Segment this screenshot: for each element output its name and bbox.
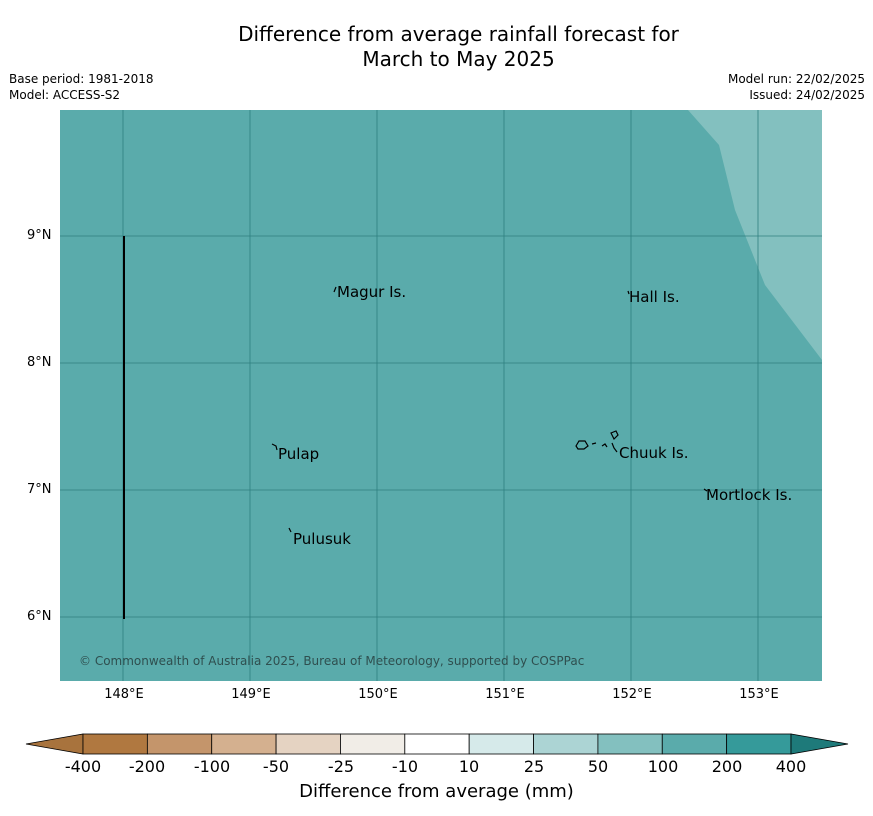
anomaly-region (688, 110, 822, 360)
map-title: Difference from average rainfall forecas… (0, 22, 873, 72)
mortlock-island-shape (703, 488, 708, 492)
colorbar-extension-high (790, 733, 849, 755)
colorbar-segment (726, 733, 792, 755)
place-label-hall: Hall Is. (629, 288, 680, 306)
legend-tick: -25 (327, 757, 355, 776)
title-line-2: March to May 2025 (362, 47, 555, 71)
place-label-pulusuk: Pulusuk (293, 530, 351, 548)
legend-title: Difference from average (mm) (299, 781, 574, 802)
title-line-1: Difference from average rainfall forecas… (238, 22, 679, 46)
x-tick-149e: 149°E (231, 687, 271, 702)
chuuk-island-shape (575, 430, 619, 453)
magur-island-shape (333, 286, 337, 293)
legend-tick: 25 (523, 757, 545, 776)
hall-island-shape (627, 290, 630, 295)
place-label-mortlock: Mortlock Is. (706, 486, 793, 504)
pulusuk-island-shape (288, 527, 292, 533)
colorbar-segment (404, 733, 470, 755)
colorbar-segment (597, 733, 663, 755)
x-tick-150e: 150°E (358, 687, 398, 702)
place-label-magur: Magur Is. (337, 283, 407, 301)
island-outlines (271, 286, 708, 533)
legend-tick: 200 (711, 757, 743, 776)
place-label-pulap: Pulap (278, 445, 320, 463)
legend-tick: 400 (775, 757, 807, 776)
pulap-island-shape (271, 443, 278, 451)
legend-tick: -100 (193, 757, 231, 776)
y-tick-7n: 7°N (27, 482, 52, 497)
colorbar-segment (661, 733, 728, 755)
base-period: Base period: 1981-2018 (9, 72, 154, 86)
x-tick-148e: 148°E (104, 687, 144, 702)
x-tick-153e: 153°E (739, 687, 779, 702)
y-tick-8n: 8°N (27, 355, 52, 370)
model-name: Model: ACCESS-S2 (9, 88, 121, 102)
colorbar-segment (340, 733, 406, 755)
colorbar-segment (146, 733, 213, 755)
colorbar-segment (533, 733, 599, 755)
legend-tick: 100 (647, 757, 679, 776)
colorbar-segment (82, 733, 148, 755)
issued-date: Issued: 24/02/2025 (749, 88, 865, 102)
legend-tick: -10 (391, 757, 419, 776)
x-tick-151e: 151°E (485, 687, 525, 702)
map-background (60, 110, 822, 681)
colorbar-segment (468, 733, 534, 755)
copyright-notice: © Commonwealth of Australia 2025, Bureau… (79, 654, 585, 668)
legend-tick: 50 (587, 757, 609, 776)
meta-left: Base period: 1981-2018 Model: ACCESS-S2 (9, 71, 154, 103)
colorbar-extension-low (25, 733, 84, 755)
legend-tick: 10 (458, 757, 480, 776)
model-run: Model run: 22/02/2025 (727, 72, 865, 86)
legend-tick: -400 (64, 757, 102, 776)
y-tick-6n: 6°N (27, 609, 52, 624)
y-tick-9n: 9°N (27, 228, 52, 243)
colorbar-segment (211, 733, 277, 755)
legend-tick: -200 (128, 757, 166, 776)
meta-right: Model run: 22/02/2025 Issued: 24/02/2025 (728, 71, 865, 103)
legend-tick: -50 (262, 757, 290, 776)
x-tick-152e: 152°E (612, 687, 652, 702)
place-label-chuuk: Chuuk Is. (619, 444, 689, 462)
colorbar-segment (275, 733, 341, 755)
